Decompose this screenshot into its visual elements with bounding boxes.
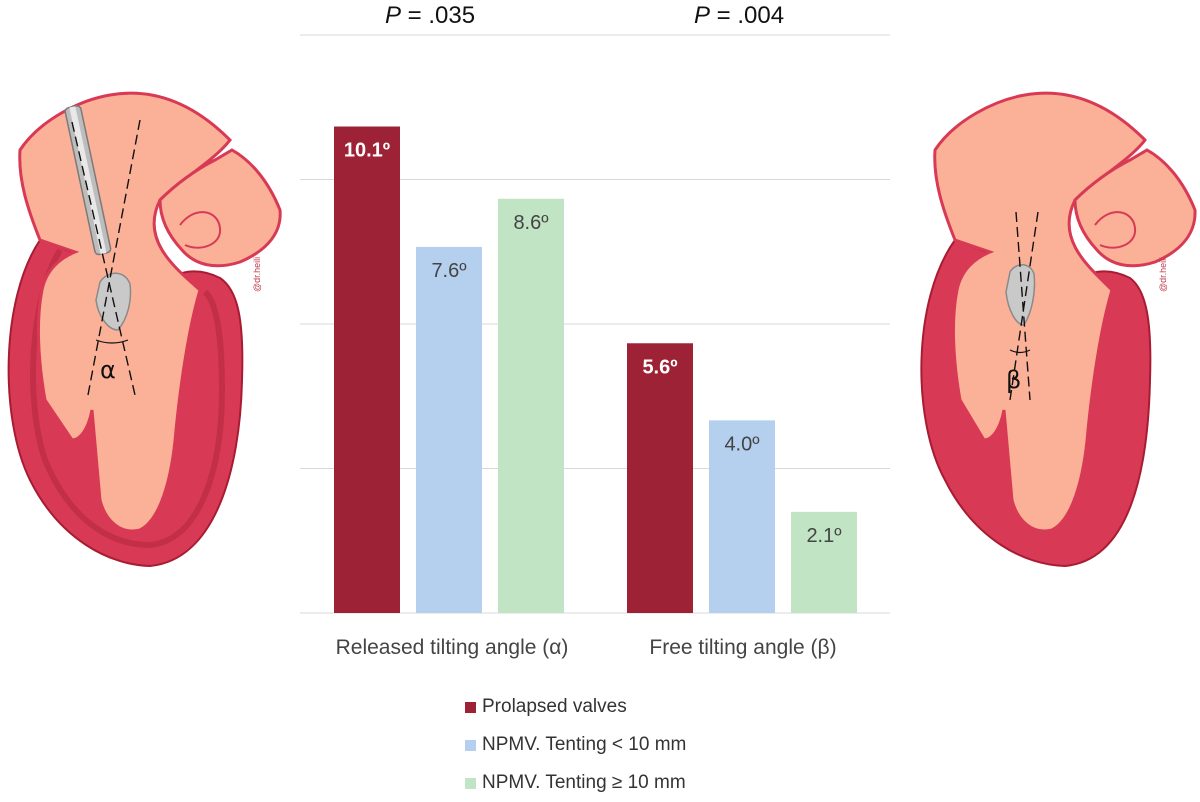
axis-line [71, 121, 136, 396]
bar-value-label: 10.1º [344, 140, 390, 162]
heart-illustration-alpha: α [7, 91, 282, 568]
aortic-cusp [1094, 211, 1137, 249]
alpha-angle-label: α [100, 356, 116, 384]
legend-item-prolapsed: Prolapsed valves [465, 688, 686, 726]
legend-item-tenting-ge10: NPMV. Tenting ≥ 10 mm [465, 764, 686, 802]
p-value-left: P = .035 [385, 2, 475, 30]
heart-wall-shade [30, 248, 226, 549]
axis-line [1015, 211, 1031, 401]
beta-angle-label: β [1006, 366, 1021, 394]
axis-line [1009, 211, 1039, 401]
p-symbol: P [385, 2, 402, 29]
legend-label: NPMV. Tenting ≥ 10 mm [482, 772, 686, 793]
heart-chamber [933, 91, 1147, 533]
bar-value-label: 8.6º [513, 212, 549, 234]
bar [334, 126, 400, 614]
p-value-text: = .004 [710, 2, 785, 29]
angle-arc [95, 339, 129, 344]
bar-value-label: 4.0º [724, 433, 760, 455]
angle-arc [1009, 349, 1031, 354]
legend-label: NPMV. Tenting < 10 mm [482, 734, 687, 755]
aorta [1073, 148, 1197, 268]
legend-label: Prolapsed valves [482, 696, 627, 717]
p-value-right: P = .004 [694, 2, 784, 30]
bar [416, 246, 482, 613]
legend-swatch [465, 701, 476, 713]
p-value-text: = .035 [401, 2, 476, 29]
legend: Prolapsed valves NPMV. Tenting < 10 mm N… [465, 688, 686, 802]
bar-value-label: 5.6º [642, 356, 677, 378]
watermark-right: @dr.heili [1158, 256, 1168, 292]
heart-illustration-beta: β [920, 91, 1197, 568]
category-label-released: Released tilting angle (α) [335, 636, 569, 659]
bar-value-label: 2.1º [806, 525, 842, 547]
bar-value-label: 7.6º [431, 260, 467, 282]
aorta [158, 148, 282, 268]
legend-swatch [465, 777, 476, 789]
axis-line [87, 119, 141, 396]
aortic-cusp [179, 211, 222, 249]
bar [709, 420, 775, 613]
legend-swatch [465, 739, 476, 751]
p-symbol: P [694, 2, 711, 29]
bar [627, 343, 693, 613]
bar [498, 198, 564, 613]
bar-value-labels: 10.1º 7.6º 8.6º 5.6º 4.0º 2.1º [344, 140, 842, 547]
bar [791, 511, 857, 613]
bars [334, 126, 857, 614]
bar-chart: 10.1º 7.6º 8.6º 5.6º 4.0º 2.1º [300, 34, 890, 614]
legend-item-tenting-lt10: NPMV. Tenting < 10 mm [465, 726, 686, 764]
category-label-free: Free tilting angle (β) [649, 636, 837, 659]
watermark-left: @dr.heili [252, 256, 262, 292]
